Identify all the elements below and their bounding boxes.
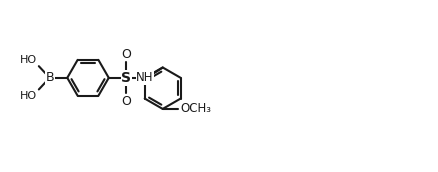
Text: S: S [121,71,131,85]
Text: NH: NH [136,71,154,84]
Text: HO: HO [20,91,37,101]
Text: OCH₃: OCH₃ [181,102,212,115]
Text: O: O [121,48,131,61]
Text: O: O [121,95,131,108]
Text: B: B [46,71,54,84]
Text: HO: HO [20,55,37,65]
